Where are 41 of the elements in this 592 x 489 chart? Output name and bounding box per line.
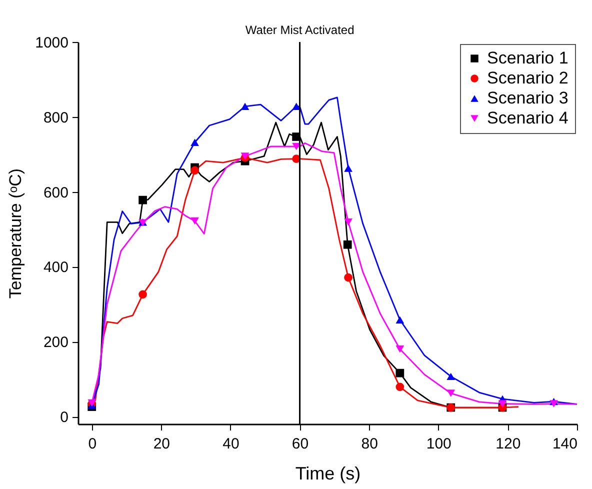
y-tick-label: 200 (43, 334, 68, 352)
legend-label: Scenario 3 (487, 88, 568, 108)
point (190, 217, 199, 225)
point (292, 142, 300, 150)
point (190, 166, 199, 175)
y-tick-label: 800 (43, 109, 68, 126)
point (396, 316, 404, 324)
x-tick-label: 140 (552, 436, 578, 452)
x-tick-label: 100 (426, 436, 452, 452)
point (396, 382, 404, 392)
y-tick-label: 1000 (35, 34, 68, 52)
point (446, 372, 456, 380)
point (446, 390, 456, 397)
x-tick-label: 20 (153, 436, 170, 452)
y-axis-title: Temperature (ᵒC) (6, 168, 26, 299)
point (292, 102, 300, 110)
y-tick-label: 600 (43, 184, 68, 202)
point (344, 164, 352, 172)
x-axis-title: Time (s) (295, 464, 361, 484)
y-tick-label: 0 (60, 409, 68, 426)
point (190, 138, 199, 146)
legend-label: Scenario 4 (487, 108, 568, 128)
point (138, 290, 147, 299)
y-tick-label: 400 (43, 259, 68, 276)
point (498, 400, 507, 408)
x-tick-label: 120 (496, 436, 521, 452)
point (550, 400, 558, 408)
x-tick-label: 0 (88, 436, 97, 452)
x-tick-label: 60 (292, 436, 309, 452)
point (396, 345, 404, 353)
x-tick-label: 80 (361, 436, 378, 452)
ref-line-label: Water Mist Activated (245, 23, 354, 37)
point (344, 218, 352, 226)
point (396, 368, 404, 378)
legend-label: Scenario 2 (487, 68, 568, 88)
point (240, 102, 250, 110)
point (343, 240, 352, 249)
point (138, 196, 147, 204)
legend-label: Scenario 1 (487, 48, 568, 68)
x-tick-label: 40 (222, 436, 240, 452)
point (344, 273, 352, 282)
